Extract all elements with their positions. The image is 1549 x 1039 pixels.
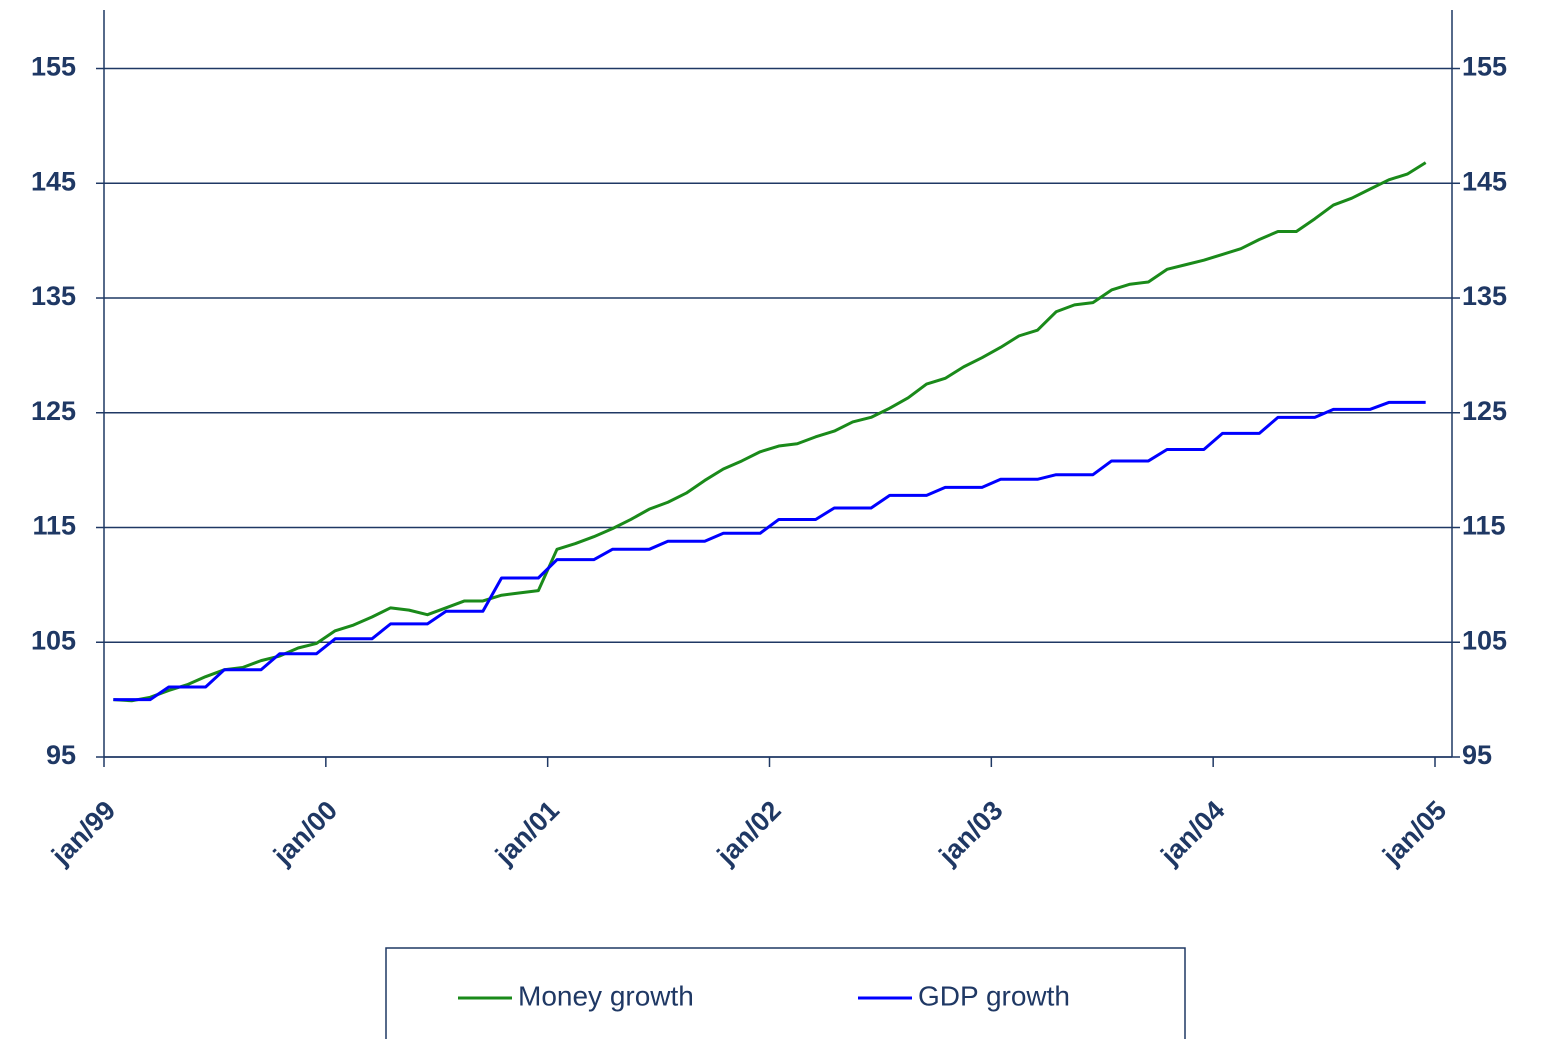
y2-tick-label: 155: [1462, 52, 1507, 82]
series-line: [113, 161, 1427, 703]
y-tick-label: 115: [32, 511, 76, 541]
y2-tick-label: 125: [1462, 396, 1507, 426]
y-tick-label: 105: [31, 625, 76, 655]
y2-tick-label: 95: [1462, 740, 1492, 770]
y2-tick-label: 135: [1462, 281, 1507, 311]
x-tick-label: jan/99: [45, 795, 121, 871]
x-tick-label: jan/02: [711, 795, 787, 871]
x-tick-label: jan/01: [489, 795, 565, 871]
legend-label: Money growth: [518, 980, 694, 1011]
x-tick-label: jan/00: [267, 795, 343, 871]
x-tick-label: jan/04: [1154, 795, 1230, 871]
x-tick-label: jan/05: [1376, 795, 1452, 871]
x-tick-label: jan/03: [933, 795, 1009, 871]
legend-box: [385, 947, 1186, 1039]
series-line: [113, 400, 1426, 702]
y2-tick-label: 145: [1462, 166, 1507, 196]
y2-tick-label: 115: [1462, 511, 1506, 541]
y-tick-label: 155: [31, 52, 76, 82]
y-tick-label: 145: [31, 166, 76, 196]
y2-tick-label: 105: [1462, 625, 1507, 655]
y-tick-label: 95: [46, 740, 76, 770]
y-tick-label: 125: [31, 396, 76, 426]
legend-label: GDP growth: [918, 980, 1070, 1011]
y-tick-label: 135: [31, 281, 76, 311]
